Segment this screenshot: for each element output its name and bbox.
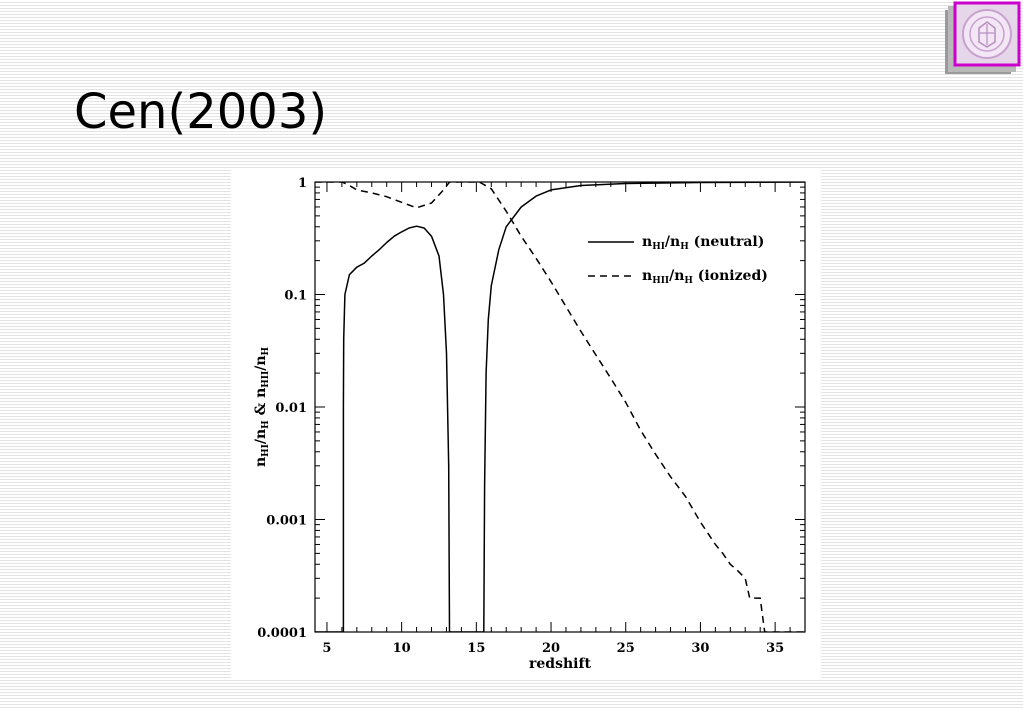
x-tick-label: 5 bbox=[322, 641, 331, 656]
y-tick-label: 0.001 bbox=[266, 514, 307, 529]
neutral-fraction-line bbox=[315, 182, 805, 632]
y-tick-label: 0.1 bbox=[284, 289, 307, 304]
y-tick-label: 0.0001 bbox=[257, 626, 307, 641]
x-tick-label: 35 bbox=[766, 641, 784, 656]
x-tick-label: 20 bbox=[542, 641, 560, 656]
x-axis-label: redshift bbox=[529, 656, 591, 672]
university-seal-icon bbox=[945, 0, 1022, 76]
legend-neutral-label: nHI/nH (neutral) bbox=[642, 234, 764, 252]
y-tick-label: 0.01 bbox=[275, 401, 307, 416]
x-tick-label: 25 bbox=[617, 641, 635, 656]
x-tick-label: 15 bbox=[467, 641, 485, 656]
y-tick-label: 1 bbox=[298, 176, 307, 191]
x-tick-label: 30 bbox=[691, 641, 709, 656]
ionized-fraction-line bbox=[315, 182, 805, 632]
slide-title: Cen(2003) bbox=[74, 84, 328, 140]
legend-ionized-label: nHII/nH (ionized) bbox=[642, 268, 768, 286]
x-tick-label: 10 bbox=[393, 641, 411, 656]
y-axis-label: nHI/nH & nHII/nH bbox=[253, 346, 271, 467]
redshift-fraction-chart: 5 10 15 20 25 30 35 0.0001 0.001 0.01 0.1 1 redshift… bbox=[253, 176, 806, 672]
chart-panel: 5 10 15 20 25 30 35 0.0001 0.001 0.01 0.1 1 redshift… bbox=[231, 168, 821, 680]
